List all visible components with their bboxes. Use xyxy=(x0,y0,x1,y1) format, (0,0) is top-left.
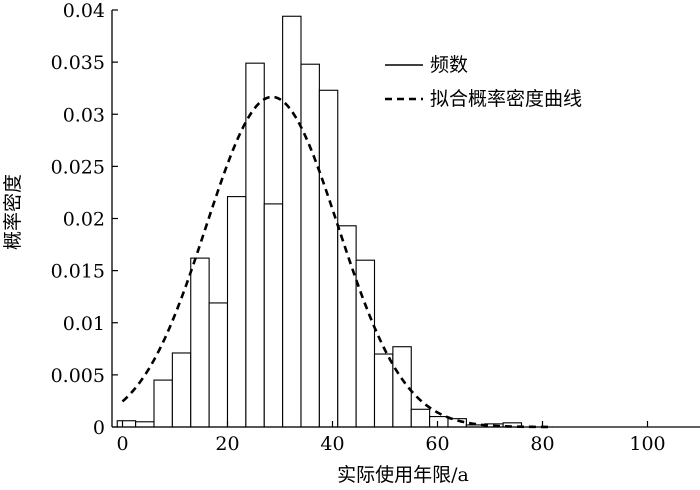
x-tick-label: 0 xyxy=(116,433,128,455)
histogram-bar xyxy=(226,196,247,428)
histogram-bar xyxy=(263,203,284,428)
x-tick-label: 20 xyxy=(215,433,239,455)
x-ticks: 0 20 40 60 80 100 xyxy=(116,421,666,455)
y-axis-label: 概率密度 xyxy=(2,174,24,250)
y-ticks: 0 0.005 0.01 0.015 0.02 0.025 0.03 0.035 0.04 xyxy=(51,0,118,439)
histogram-bar xyxy=(171,352,192,428)
x-tick-label: 80 xyxy=(530,433,554,455)
histogram-bar xyxy=(300,63,320,428)
y-tick-label: 0.04 xyxy=(63,0,105,22)
fit-density-curve xyxy=(121,95,554,429)
histogram-bar xyxy=(373,353,394,428)
histogram-bar xyxy=(282,15,302,428)
histogram-bar xyxy=(153,379,173,428)
histogram-bar xyxy=(116,420,137,428)
legend-curve-label: 拟合概率密度曲线 xyxy=(430,88,582,110)
x-tick-label: 40 xyxy=(320,433,344,455)
histogram-bar xyxy=(429,416,449,428)
histogram-bar xyxy=(410,408,431,428)
y-tick-label: 0.01 xyxy=(63,313,105,335)
axes: 0 20 40 60 80 100 0 0.005 0.01 0.015 0.02 0.025 0.0… xyxy=(51,0,700,455)
histogram-bar xyxy=(392,346,412,428)
legend-histogram-label: 频数 xyxy=(430,54,468,76)
y-tick-label: 0.03 xyxy=(63,104,105,126)
x-tick-label: 100 xyxy=(629,433,665,455)
y-tick-label: 0.025 xyxy=(51,156,105,178)
y-tick-label: 0.015 xyxy=(51,261,105,283)
histogram-bar xyxy=(318,89,339,428)
histogram-bar xyxy=(337,225,357,428)
histogram-bar xyxy=(208,302,229,428)
x-tick-label: 60 xyxy=(425,433,449,455)
legend: 频数 拟合概率密度曲线 xyxy=(385,54,582,110)
histogram-bar xyxy=(190,257,210,428)
y-tick-label: 0.02 xyxy=(63,209,105,231)
y-tick-label: 0.005 xyxy=(51,365,105,387)
x-axis-label: 实际使用年限/a xyxy=(337,464,469,486)
histogram-bars xyxy=(116,15,523,428)
y-tick-label: 0 xyxy=(93,417,105,439)
histogram-bar xyxy=(135,421,155,428)
y-tick-label: 0.035 xyxy=(51,52,105,74)
